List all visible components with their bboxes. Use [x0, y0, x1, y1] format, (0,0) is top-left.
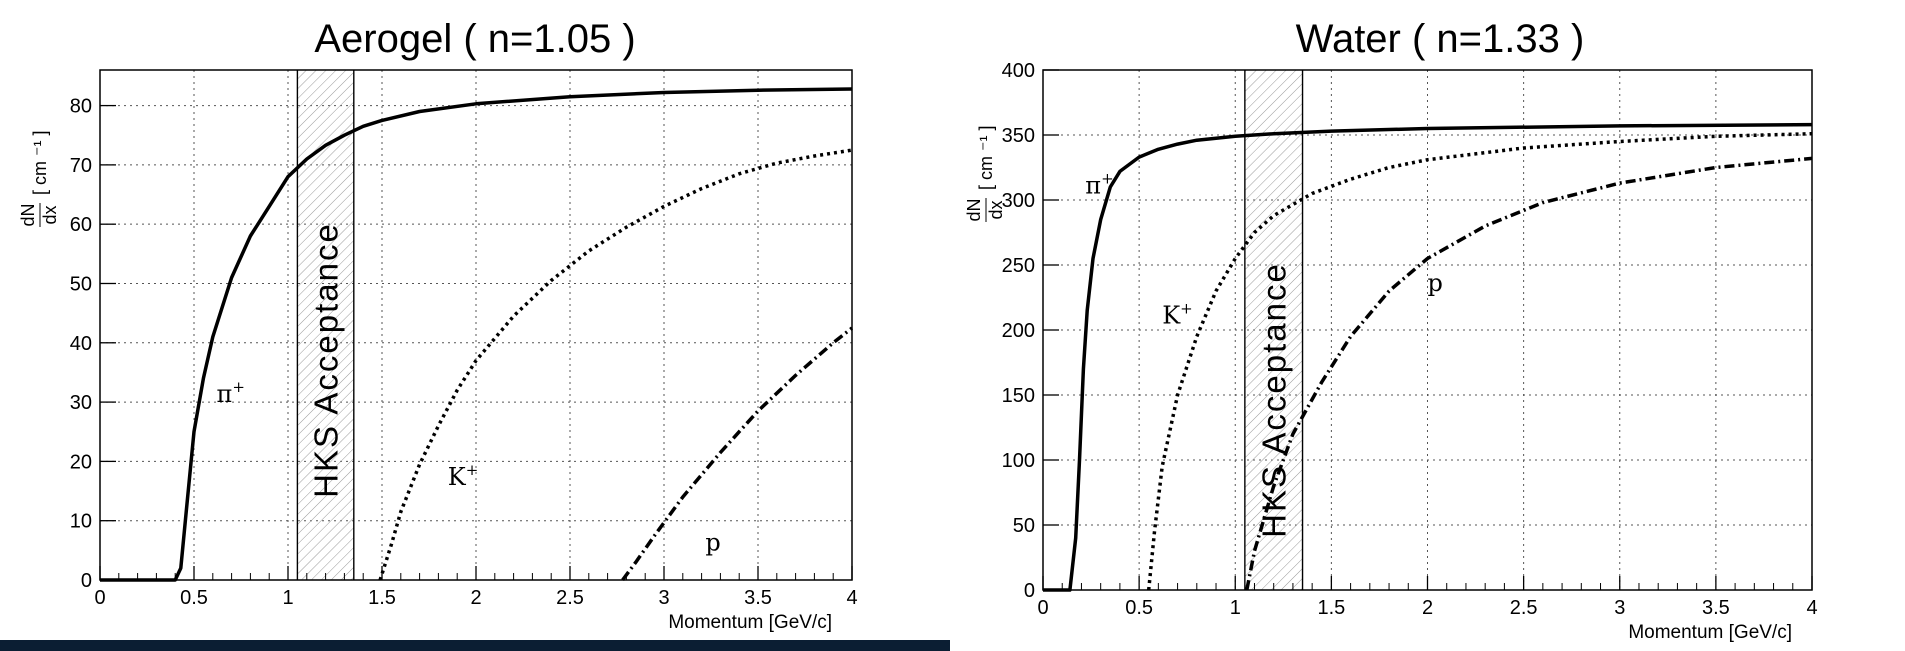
x-axis-label: Momentum [GeV/c]	[668, 612, 832, 633]
y-tick-label: 10	[70, 511, 92, 533]
x-tick-label: 0	[1037, 597, 1048, 619]
y-label-numerator: dN	[964, 198, 984, 221]
y-tick-label: 50	[1013, 515, 1035, 537]
x-tick-label: 0	[94, 587, 105, 609]
x-axis: 0 0.5 1 1.5 2 2.5 3 3.5 4 Momentum [GeV/c]	[94, 566, 858, 633]
x-tick-label: 1	[282, 587, 293, 609]
aerogel-chart: Aerogel ( n=1.05 ) HKS Acceptance π+ K+ p 0 0.…	[18, 17, 858, 633]
y-axis-label: dN dx [ cm ⁻¹ ]	[18, 131, 60, 227]
y-tick-label: 0	[81, 570, 92, 592]
y-tick-label: 40	[70, 333, 92, 355]
y-tick-label: 60	[70, 214, 92, 236]
x-tick-label: 3	[658, 587, 669, 609]
acceptance-hatch	[1244, 70, 1303, 590]
y-tick-label: 20	[70, 451, 92, 473]
y-axis: 0 10 20 30 40 50 60 70 80	[70, 96, 116, 592]
x-tick-label: 4	[846, 587, 857, 609]
chart-title: Water ( n=1.33 )	[1296, 17, 1585, 61]
series-label-1: K+	[448, 461, 479, 491]
series-label-sup: +	[1180, 300, 1193, 318]
acceptance-band: HKS Acceptance	[296, 70, 355, 580]
y-label-denominator: dx	[40, 205, 60, 224]
y-label-numerator: dN	[18, 203, 38, 226]
y-tick-label: 250	[1002, 255, 1035, 277]
x-tick-label: 0.5	[180, 587, 208, 609]
water-chart-panel: Water ( n=1.33 ) HKS Acceptance π+ K+ p 0 0.5 1…	[950, 0, 1905, 651]
y-tick-label: 50	[70, 273, 92, 295]
y-axis: 0 50 100 150 200 250 300 350 400	[1002, 60, 1059, 602]
series-line-2	[1245, 156, 1813, 591]
y-tick-label: 70	[70, 155, 92, 177]
acceptance-hatch	[297, 70, 354, 580]
series-line-1	[378, 148, 853, 581]
y-tick-label: 100	[1002, 450, 1035, 472]
x-tick-label: 1.5	[368, 587, 396, 609]
y-label-unit: [ cm ⁻¹ ]	[30, 131, 50, 196]
acceptance-label: HKS Acceptance	[308, 222, 345, 498]
x-tick-label: 3.5	[744, 587, 772, 609]
y-tick-label: 300	[1002, 190, 1035, 212]
x-tick-label: 3	[1614, 597, 1625, 619]
x-tick-label: 2.5	[556, 587, 584, 609]
x-tick-label: 1	[1230, 597, 1241, 619]
y-tick-label: 400	[1002, 60, 1035, 82]
aerogel-chart-panel: Aerogel ( n=1.05 ) HKS Acceptance π+ K+ p 0 0.…	[0, 0, 950, 640]
y-label-denominator: dx	[986, 200, 1006, 219]
y-label-unit: [ cm ⁻¹ ]	[976, 126, 996, 191]
y-axis-label: dN dx [ cm ⁻¹ ]	[964, 126, 1006, 222]
x-axis-label: Momentum [GeV/c]	[1628, 622, 1792, 643]
x-tick-label: 2	[470, 587, 481, 609]
y-tick-label: 350	[1002, 125, 1035, 147]
grid-lines	[100, 70, 852, 580]
x-tick-label: 2	[1422, 597, 1433, 619]
x-axis: 0 0.5 1 1.5 2 2.5 3 3.5 4 Momentum [GeV/c]	[1037, 576, 1818, 643]
x-tick-label: 0.5	[1125, 597, 1153, 619]
acceptance-label: HKS Acceptance	[1256, 262, 1293, 538]
series-label-sup: +	[466, 461, 479, 479]
series-label-sup: +	[232, 378, 245, 396]
y-tick-label: 0	[1024, 580, 1035, 602]
chart-title: Aerogel ( n=1.05 )	[314, 17, 635, 61]
series-label-0: π+	[217, 378, 245, 408]
series-line-0	[100, 87, 853, 582]
y-tick-label: 200	[1002, 320, 1035, 342]
x-tick-label: 1.5	[1317, 597, 1345, 619]
series-label-sup: +	[1101, 170, 1114, 188]
acceptance-band: HKS Acceptance	[1244, 70, 1304, 590]
series-line-0	[1043, 122, 1813, 592]
y-tick-label: 30	[70, 392, 92, 414]
y-tick-label: 150	[1002, 385, 1035, 407]
series-label-2: p	[705, 528, 720, 556]
x-tick-label: 2.5	[1510, 597, 1538, 619]
series-label-2: p	[1428, 269, 1443, 297]
x-tick-label: 3.5	[1702, 597, 1730, 619]
series-label-1: K+	[1162, 300, 1193, 330]
grid-lines	[1043, 70, 1812, 590]
series-line-2	[621, 326, 854, 582]
y-tick-label: 80	[70, 96, 92, 118]
x-tick-label: 4	[1806, 597, 1817, 619]
